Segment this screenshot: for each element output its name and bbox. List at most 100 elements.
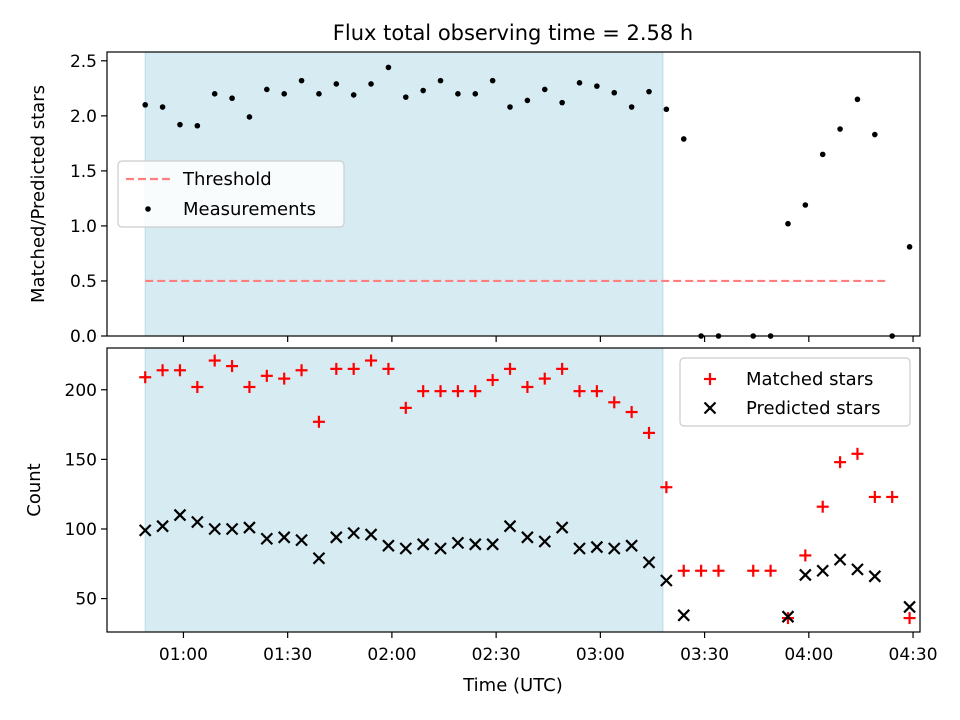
- matched-stars-point: [191, 380, 204, 393]
- matched-stars-point: [625, 406, 638, 419]
- measurement-point: [541, 86, 548, 93]
- predicted-stars-point: [347, 526, 360, 540]
- measurement-point: [420, 87, 426, 94]
- measurement-point: [368, 81, 374, 87]
- predicted-stars-point: [416, 538, 430, 551]
- measurement-point: [402, 94, 409, 100]
- measurement-point: [524, 97, 531, 104]
- matched-stars-point: [382, 362, 395, 375]
- predicted-stars-point: [434, 542, 447, 555]
- predicted-stars-point: [816, 564, 829, 578]
- measurement-point: [802, 202, 809, 208]
- matched-stars-point: [556, 362, 569, 375]
- matched-stars-point: [365, 354, 378, 367]
- measurement-point: [663, 106, 670, 113]
- matched-stars-point: [886, 490, 899, 503]
- measurement-point: [281, 91, 287, 97]
- predicted-stars-point: [799, 568, 812, 582]
- measurement-point: [455, 91, 461, 97]
- matched-stars-point: [816, 500, 829, 513]
- predicted-stars-point: [625, 539, 638, 552]
- predicted-stars-point: [833, 553, 847, 566]
- matched-stars-point: [590, 385, 603, 398]
- predicted-stars-point: [312, 551, 326, 565]
- x-tick-label: 04:30: [889, 645, 938, 665]
- x-tick-label: 01:00: [159, 645, 208, 665]
- x-tick-label: 04:00: [784, 645, 833, 665]
- y-tick-label: 0.5: [70, 272, 97, 292]
- y-tick-label: 100: [65, 520, 97, 540]
- y-tick-label: 150: [65, 450, 97, 470]
- matched-stars-point: [243, 380, 256, 393]
- matched-stars-point: [608, 396, 621, 409]
- matched-stars-point: [434, 385, 447, 398]
- y-tick-label: 0.0: [70, 327, 97, 347]
- predicted-stars-point: [364, 528, 378, 541]
- measurement-point: [628, 104, 635, 110]
- measurement-point: [316, 91, 322, 97]
- measurement-point: [819, 151, 826, 158]
- matched-stars-point: [156, 364, 169, 377]
- x-tick-label: 01:30: [263, 645, 312, 665]
- measurement-point: [437, 77, 444, 84]
- y-tick-label: 50: [75, 590, 97, 610]
- measurement-point: [854, 96, 861, 103]
- legend: Threshold Measurements: [117, 160, 345, 228]
- bottom-panel: 50 100 150 200 01:00 01:30 02:00 02:30 03:00 03:3…: [24, 347, 938, 665]
- measurement-point: [594, 83, 600, 89]
- matched-stars-point: [504, 362, 517, 375]
- predicted-stars-point: [538, 535, 552, 548]
- y-tick-label: 2.5: [70, 52, 97, 72]
- figure-title: Flux total observing time = 2.58 h: [333, 21, 693, 45]
- predicted-stars-point: [277, 531, 291, 544]
- matched-stars-point: [643, 426, 655, 439]
- axes-frame: [106, 347, 921, 633]
- matched-stars-point: [712, 564, 725, 577]
- measurement-point: [211, 91, 218, 97]
- measurement-point: [264, 86, 270, 93]
- predicted-stars-point: [642, 556, 656, 569]
- predicted-stars-point: [590, 540, 604, 554]
- measurement-point: [385, 64, 392, 71]
- predicted-stars-point: [382, 539, 395, 552]
- predicted-stars-point: [225, 522, 239, 536]
- matched-stars-point: [868, 490, 881, 503]
- matched-stars-point: [695, 564, 708, 577]
- predicted-stars-point: [173, 508, 187, 522]
- predicted-stars-point: [295, 533, 308, 547]
- matched-stars-point: [347, 362, 360, 375]
- observing-interval-shade: [144, 347, 664, 633]
- measurement-point: [229, 95, 235, 102]
- y-axis-label: Count: [24, 463, 45, 516]
- x-tick-label: 02:00: [367, 645, 416, 665]
- top-panel: 0.0 0.5 1.0 1.5 2.0 2.5 Matched/Predicted star…: [28, 51, 921, 347]
- measurement-point: [507, 104, 513, 110]
- predicted-stars-point: [573, 542, 586, 555]
- measurement-point: [489, 77, 496, 84]
- y-tick-label: 1.5: [70, 162, 97, 182]
- series-matched-stars: [139, 354, 916, 625]
- matched-stars-point: [660, 481, 673, 494]
- legend-measurements-swatch: [145, 206, 151, 212]
- predicted-stars-point: [399, 542, 413, 555]
- predicted-stars-point: [660, 574, 673, 587]
- series-predicted-stars: [138, 508, 916, 623]
- measurement-point: [472, 91, 479, 97]
- predicted-stars-point: [521, 531, 534, 544]
- measurement-point: [159, 104, 166, 110]
- measurement-point: [142, 102, 149, 108]
- predicted-stars-point: [781, 610, 795, 623]
- measurement-point: [837, 126, 843, 132]
- y-tick-label: 200: [65, 381, 97, 401]
- measurement-point: [872, 131, 878, 138]
- measurement-point: [333, 81, 340, 87]
- matched-stars-point: [139, 371, 152, 384]
- matched-stars-point: [469, 385, 482, 398]
- measurement-point: [611, 89, 618, 96]
- measurement-point: [194, 122, 201, 129]
- matched-stars-point: [903, 612, 916, 625]
- matched-stars-point: [417, 385, 430, 398]
- matched-stars-point: [573, 385, 586, 398]
- matched-stars-point: [226, 360, 239, 373]
